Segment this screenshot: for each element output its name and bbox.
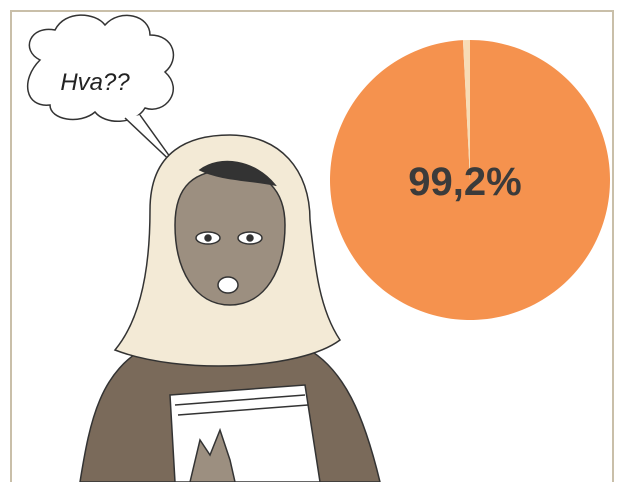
annotation: Hva??: [60, 69, 130, 96]
speech-bubble: [26, 14, 175, 123]
illustration: [79, 134, 381, 482]
pie-slice: [462, 40, 470, 180]
pie-slice: [329, 40, 610, 320]
data-label: 99,2%: [408, 160, 521, 204]
